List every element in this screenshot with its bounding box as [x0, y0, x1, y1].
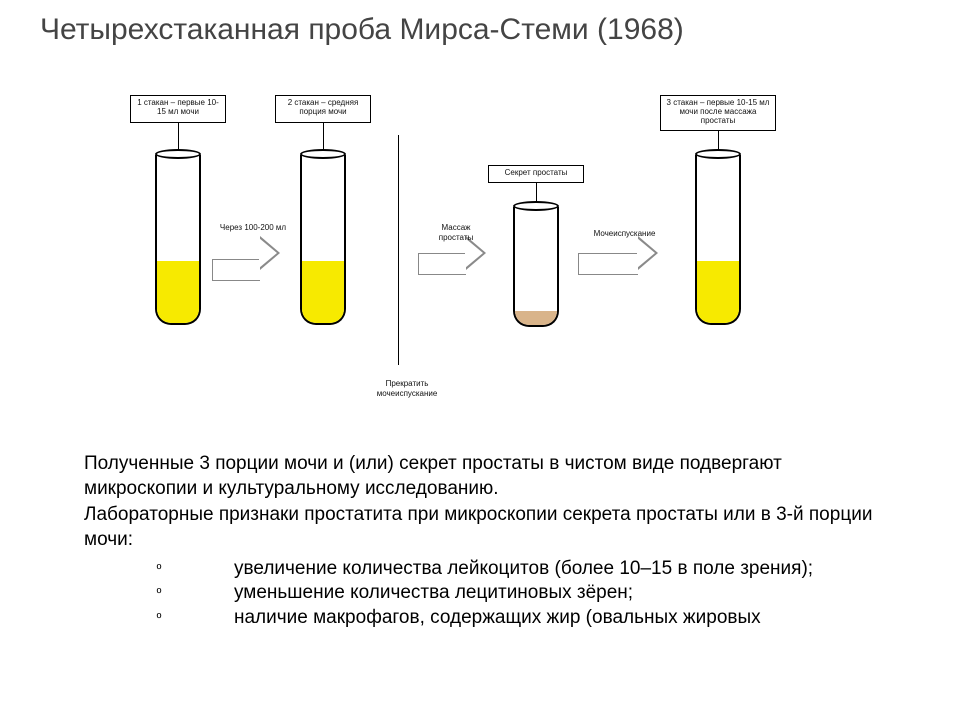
arrow-3	[578, 253, 638, 275]
box-glass-3: 3 стакан – первые 10-15 мл мочи после ма…	[660, 95, 776, 131]
connector-4	[718, 131, 719, 149]
tube-1-fill	[157, 261, 199, 323]
arrow-2	[418, 253, 466, 275]
slide-title: Четырехстаканная проба Мирса-Стеми (1968…	[0, 0, 960, 49]
bullet-glyph-3: º	[84, 606, 234, 630]
label-massage: Массаж простаты	[426, 223, 486, 242]
tube-1-top	[155, 149, 201, 159]
bullet-3: º наличие макрофагов, содержащих жир (ов…	[84, 606, 884, 631]
bullet-glyph-2: º	[84, 581, 234, 605]
label-mict: Мочеиспускание	[582, 229, 667, 239]
label-stop: Прекратить мочеиспускание	[362, 379, 452, 398]
body-text: Полученные 3 порции мочи и (или) секрет …	[84, 452, 884, 631]
bullet-glyph-1: º	[84, 557, 234, 581]
tube-3-fill	[515, 311, 557, 325]
label-mid: Через 100-200 мл	[218, 223, 288, 233]
body-p1: Полученные 3 порции мочи и (или) секрет …	[84, 452, 884, 501]
box-secret: Секрет простаты	[488, 165, 584, 183]
tube-4-fill	[697, 261, 739, 323]
bullet-1: º увеличение количества лейкоцитов (боле…	[84, 557, 884, 582]
tube-2	[300, 155, 346, 325]
bullet-text-3: наличие макрофагов, содержащих жир (овал…	[234, 606, 761, 631]
tube-3	[513, 207, 559, 327]
tube-2-fill	[302, 261, 344, 323]
box-glass-1: 1 стакан – первые 10-15 мл мочи	[130, 95, 226, 123]
divider-line	[398, 135, 399, 365]
connector-2	[323, 123, 324, 149]
connector-3	[536, 183, 537, 203]
bullet-2: º уменьшение количества лецитиновых зёре…	[84, 581, 884, 606]
tube-3-top	[513, 201, 559, 211]
bullet-text-1: увеличение количества лейкоцитов (более …	[234, 557, 813, 582]
connector-1	[178, 123, 179, 149]
tube-4	[695, 155, 741, 325]
diagram-area: 1 стакан – первые 10-15 мл мочи 2 стакан…	[130, 95, 830, 415]
bullet-text-2: уменьшение количества лецитиновых зёрен;	[234, 581, 633, 606]
box-glass-2: 2 стакан – средняя порция мочи	[275, 95, 371, 123]
body-p2: Лабораторные признаки простатита при мик…	[84, 503, 884, 552]
tube-1	[155, 155, 201, 325]
arrow-1	[212, 253, 280, 287]
tube-2-top	[300, 149, 346, 159]
tube-4-top	[695, 149, 741, 159]
